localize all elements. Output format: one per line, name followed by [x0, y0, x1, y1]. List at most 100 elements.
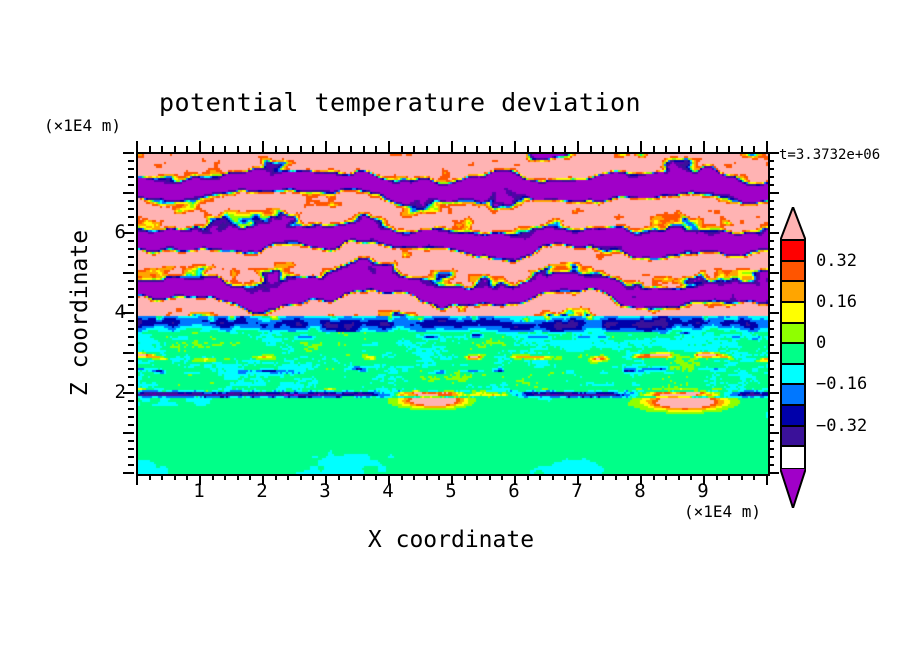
x-tick: [237, 474, 239, 480]
x-tick: [640, 474, 642, 485]
y-tick: [128, 456, 134, 458]
x-tick: [350, 474, 352, 480]
x-tick: [728, 474, 730, 480]
y-tick-right: [768, 464, 774, 466]
x-tick-label: 8: [634, 480, 646, 502]
y-tick-right: [768, 264, 774, 266]
x-tick: [413, 474, 415, 480]
y-tick-right: [768, 288, 774, 290]
x-tick: [186, 474, 188, 480]
y-tick: [128, 320, 134, 322]
x-tick-label: 7: [571, 480, 583, 502]
y-tick: [128, 384, 134, 386]
y-tick: [123, 232, 134, 234]
colorbar-over-arrow-icon: [780, 207, 806, 241]
x-tick-top: [753, 146, 755, 152]
y-tick: [128, 368, 134, 370]
x-tick-top: [665, 146, 667, 152]
x-tick-top: [489, 146, 491, 152]
x-tick: [287, 474, 289, 480]
x-tick: [627, 474, 629, 480]
y-tick-right: [768, 168, 774, 170]
colorbar-band: [782, 323, 804, 345]
x-tick-label: 5: [445, 480, 457, 502]
y-tick-right: [768, 320, 774, 322]
x-tick-top: [514, 141, 516, 152]
x-tick-top: [527, 146, 529, 152]
x-tick-top: [615, 146, 617, 152]
x-tick-label: 6: [508, 480, 520, 502]
colorbar-label: 0.16: [816, 291, 857, 312]
x-tick: [766, 474, 768, 485]
x-tick-label: 1: [193, 480, 205, 502]
y-tick: [128, 184, 134, 186]
x-tick: [703, 474, 705, 485]
x-tick: [514, 474, 516, 485]
x-tick-top: [590, 146, 592, 152]
x-tick-top: [363, 146, 365, 152]
y-tick: [123, 312, 134, 314]
x-tick-top: [413, 146, 415, 152]
x-tick: [653, 474, 655, 480]
x-tick: [577, 474, 579, 485]
y-tick-label: 2: [114, 381, 126, 403]
y-tick-label: 4: [114, 301, 126, 323]
y-tick-right: [768, 240, 774, 242]
colorbar-label: 0: [816, 333, 827, 354]
colorbar-band: [782, 364, 804, 386]
y-tick: [123, 192, 134, 194]
y-tick-right: [768, 440, 774, 442]
x-tick: [489, 474, 491, 480]
x-tick: [325, 474, 327, 485]
y-tick: [123, 152, 134, 154]
x-tick-top: [388, 141, 390, 152]
colorbar-bands: [780, 239, 806, 470]
y-tick: [128, 408, 134, 410]
x-tick: [464, 474, 466, 480]
x-tick-top: [174, 146, 176, 152]
y-tick: [128, 224, 134, 226]
x-tick: [451, 474, 453, 485]
y-tick: [128, 400, 134, 402]
x-tick: [312, 474, 314, 480]
y-tick: [123, 432, 134, 434]
x-tick: [224, 474, 226, 480]
y-tick: [128, 208, 134, 210]
y-tick-right: [768, 456, 774, 458]
y-tick-right: [768, 232, 779, 234]
y-axis-unit-label: (×1E4 m): [44, 116, 122, 135]
x-tick-top: [375, 146, 377, 152]
y-tick: [128, 216, 134, 218]
page-title: potential temperature deviation: [158, 88, 642, 117]
x-tick-top: [703, 141, 705, 152]
x-tick: [552, 474, 554, 480]
x-tick-top: [690, 146, 692, 152]
y-tick: [128, 240, 134, 242]
y-tick-right: [768, 384, 774, 386]
x-tick-top: [476, 146, 478, 152]
colorbar-band: [782, 447, 804, 468]
x-tick: [161, 474, 163, 480]
x-tick: [249, 474, 251, 480]
x-tick: [438, 474, 440, 480]
y-tick-right: [768, 152, 779, 154]
y-tick: [128, 424, 134, 426]
y-tick-right: [768, 208, 774, 210]
x-tick: [136, 474, 138, 485]
y-tick-right: [768, 272, 779, 274]
colorbar-under-arrow-icon: [780, 468, 806, 508]
x-tick-top: [350, 146, 352, 152]
y-tick: [128, 376, 134, 378]
x-tick-top: [300, 146, 302, 152]
x-tick: [564, 474, 566, 480]
colorbar-band: [782, 385, 804, 406]
x-tick-top: [552, 146, 554, 152]
x-tick: [716, 474, 718, 480]
colorbar-band: [782, 344, 804, 365]
x-tick-top: [766, 141, 768, 152]
y-tick-right: [768, 312, 779, 314]
y-tick: [128, 344, 134, 346]
y-tick: [128, 360, 134, 362]
x-tick: [149, 474, 151, 480]
x-axis-title: X coordinate: [367, 527, 535, 553]
